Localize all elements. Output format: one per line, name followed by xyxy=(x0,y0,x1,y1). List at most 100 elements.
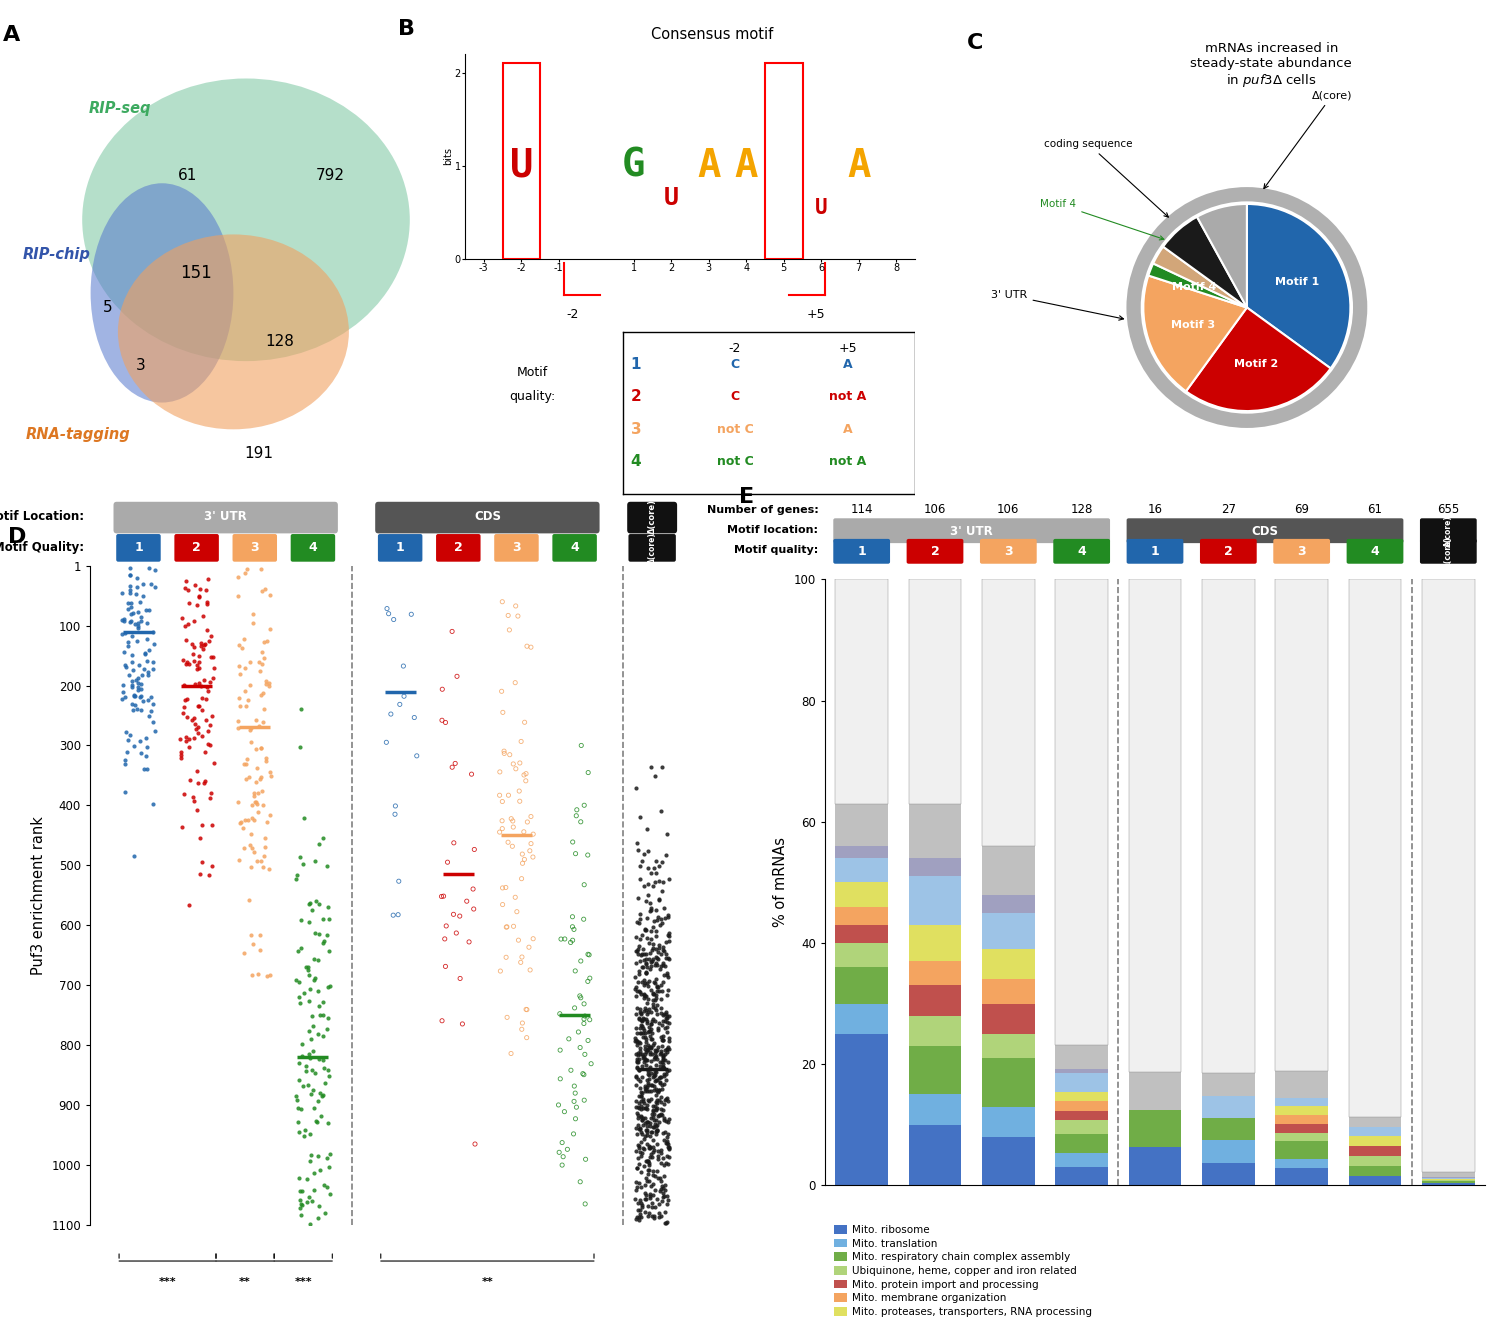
Point xyxy=(646,871,670,892)
Point xyxy=(567,1022,591,1043)
Point xyxy=(646,1080,670,1101)
Point xyxy=(248,661,272,682)
Point xyxy=(310,992,334,1013)
Point xyxy=(514,763,538,784)
Point xyxy=(138,639,162,660)
Text: coding sequence: coding sequence xyxy=(1044,140,1168,217)
Point xyxy=(624,1018,648,1039)
Point xyxy=(252,795,276,817)
Point xyxy=(626,1031,650,1052)
Point xyxy=(640,1034,664,1055)
Point xyxy=(300,900,324,921)
Point xyxy=(135,651,159,672)
Point xyxy=(303,968,327,989)
Point xyxy=(651,1058,675,1079)
Point xyxy=(630,1055,654,1076)
Bar xyxy=(982,1034,1035,1058)
Text: 61: 61 xyxy=(1368,503,1383,516)
Point xyxy=(633,1023,657,1044)
Point xyxy=(628,1192,652,1213)
Point xyxy=(654,943,678,964)
Point xyxy=(646,1036,670,1058)
Point xyxy=(642,1046,666,1067)
Point xyxy=(638,957,662,979)
Point xyxy=(652,940,676,961)
Point xyxy=(644,900,668,921)
Point xyxy=(196,680,220,701)
Point xyxy=(654,1064,678,1085)
Point xyxy=(126,602,150,623)
Point xyxy=(494,877,517,898)
Point xyxy=(226,566,251,587)
Point xyxy=(286,1052,310,1073)
Point xyxy=(184,719,209,740)
Point xyxy=(650,1152,674,1173)
Point xyxy=(298,1047,322,1068)
Point xyxy=(196,734,220,755)
Point xyxy=(644,1079,668,1100)
Point xyxy=(198,735,222,756)
Point xyxy=(201,668,225,689)
Point xyxy=(644,851,668,872)
Point xyxy=(650,1104,674,1125)
Point xyxy=(195,569,219,590)
Point xyxy=(186,594,210,615)
Point xyxy=(117,582,141,603)
Point xyxy=(656,1090,680,1112)
Point xyxy=(183,714,207,735)
Point xyxy=(190,699,214,720)
Text: 16: 16 xyxy=(1148,503,1162,516)
Point xyxy=(624,1180,648,1201)
Point xyxy=(656,1052,680,1073)
Point xyxy=(122,660,146,681)
Point xyxy=(646,1080,670,1101)
Point xyxy=(123,685,147,706)
Point xyxy=(657,868,681,889)
Point xyxy=(651,1050,675,1071)
Point xyxy=(381,905,405,926)
Point xyxy=(634,1133,658,1154)
Point xyxy=(651,1026,675,1047)
Point xyxy=(292,982,316,1004)
Point xyxy=(656,1039,680,1060)
Bar xyxy=(836,859,888,882)
Point xyxy=(200,626,223,647)
FancyBboxPatch shape xyxy=(552,533,597,561)
Point xyxy=(498,619,522,640)
Bar xyxy=(836,967,888,1004)
Point xyxy=(636,1112,660,1133)
Point xyxy=(624,1141,648,1162)
Point xyxy=(639,951,663,972)
Text: not C: not C xyxy=(717,456,753,469)
Point xyxy=(633,1027,657,1048)
Point xyxy=(640,1197,664,1218)
Point xyxy=(639,1059,663,1080)
Point xyxy=(626,1123,650,1144)
Point xyxy=(645,1089,669,1110)
Point xyxy=(194,579,217,601)
Point xyxy=(636,1038,660,1059)
Point xyxy=(634,1167,658,1188)
Bar xyxy=(1275,1168,1328,1185)
Bar xyxy=(982,846,1035,894)
Point xyxy=(642,1117,666,1138)
Point xyxy=(640,1137,664,1158)
Point xyxy=(129,673,153,694)
Point xyxy=(118,597,142,618)
Point xyxy=(254,673,278,694)
Point xyxy=(633,919,657,940)
Point xyxy=(640,938,664,959)
Point xyxy=(642,1096,666,1117)
Point xyxy=(645,968,669,989)
Point xyxy=(112,623,136,644)
Point xyxy=(624,1209,648,1230)
Point xyxy=(630,1081,654,1102)
Point xyxy=(252,846,276,867)
Point xyxy=(650,956,674,977)
Point xyxy=(636,1202,660,1223)
Point xyxy=(644,1039,668,1060)
FancyBboxPatch shape xyxy=(494,533,538,561)
Point xyxy=(124,669,148,690)
Wedge shape xyxy=(1186,307,1330,411)
Point xyxy=(638,1068,662,1089)
